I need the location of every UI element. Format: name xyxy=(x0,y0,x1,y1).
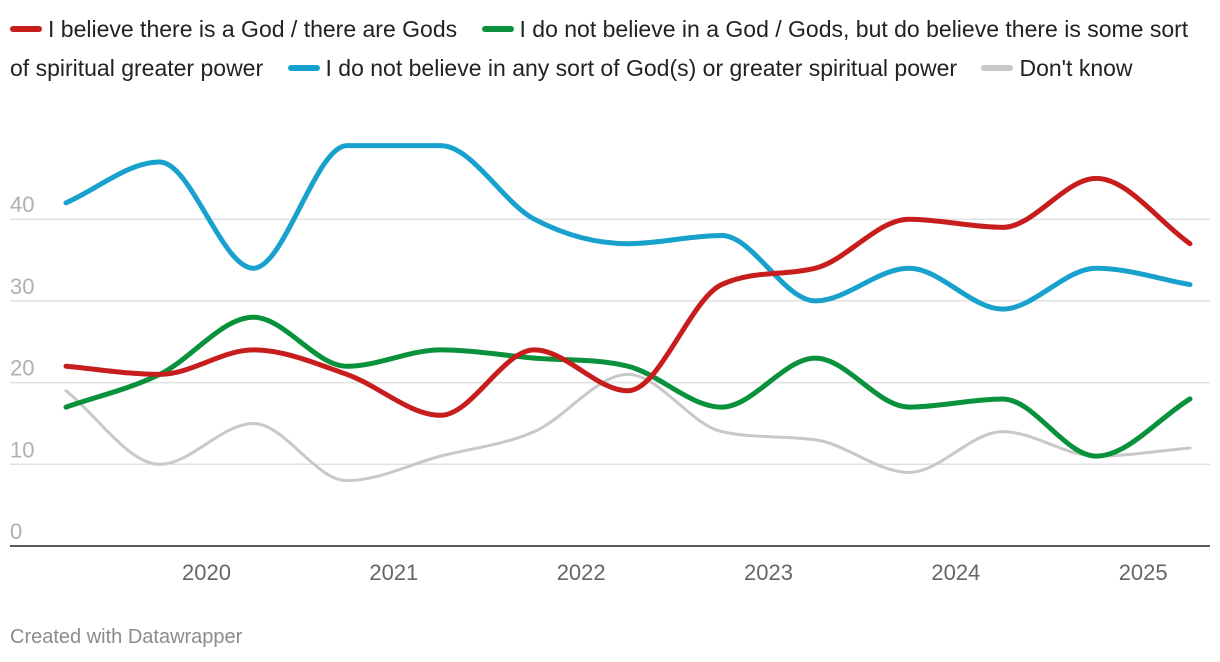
legend-label-spiritual-power: I do not believe in a God / Gods, but do… xyxy=(10,16,1189,81)
y-axis-ticks: 0 10 20 30 40 xyxy=(10,192,34,544)
x-tick-label: 2021 xyxy=(369,560,418,585)
y-tick-label: 0 xyxy=(10,519,22,544)
y-tick-label: 20 xyxy=(10,356,34,381)
x-tick-label: 2020 xyxy=(182,560,231,585)
gridlines xyxy=(10,218,1210,466)
series-lines xyxy=(63,143,1193,483)
footer-credit: Created with Datawrapper xyxy=(10,626,243,648)
series-line xyxy=(63,143,1193,312)
legend-item-spiritual-power: I do not believe in a God / Gods, but do… xyxy=(10,16,1188,81)
x-tick-label: 2022 xyxy=(557,560,606,585)
legend-swatch-no-god xyxy=(287,64,320,71)
series-line xyxy=(63,175,1193,418)
legend-swatch-spiritual-power xyxy=(481,25,514,32)
x-axis-ticks: 2020 2021 2022 2023 2024 2025 xyxy=(182,560,1168,585)
y-tick-label: 10 xyxy=(10,437,34,462)
legend-label-dont-know: Don't know xyxy=(1019,55,1133,81)
series-line xyxy=(63,314,1193,459)
y-tick-label: 40 xyxy=(10,192,34,217)
legend-item-no-god: I do not believe in any sort of God(s) o… xyxy=(287,55,958,81)
x-tick-label: 2023 xyxy=(744,560,793,585)
chart-legend: I believe there is a God / there are God… xyxy=(10,10,1195,88)
legend-item-god: I believe there is a God / there are God… xyxy=(10,16,457,42)
legend-swatch-god xyxy=(10,25,42,32)
series-line xyxy=(64,372,1192,483)
x-tick-label: 2025 xyxy=(1119,560,1168,585)
legend-label-no-god: I do not believe in any sort of God(s) o… xyxy=(325,55,958,81)
x-tick-label: 2024 xyxy=(931,560,980,585)
legend-label-god: I believe there is a God / there are God… xyxy=(48,16,458,42)
legend-item-dont-know: Don't know xyxy=(981,55,1133,81)
legend-swatch-dont-know xyxy=(981,64,1014,71)
y-tick-label: 30 xyxy=(10,274,34,299)
